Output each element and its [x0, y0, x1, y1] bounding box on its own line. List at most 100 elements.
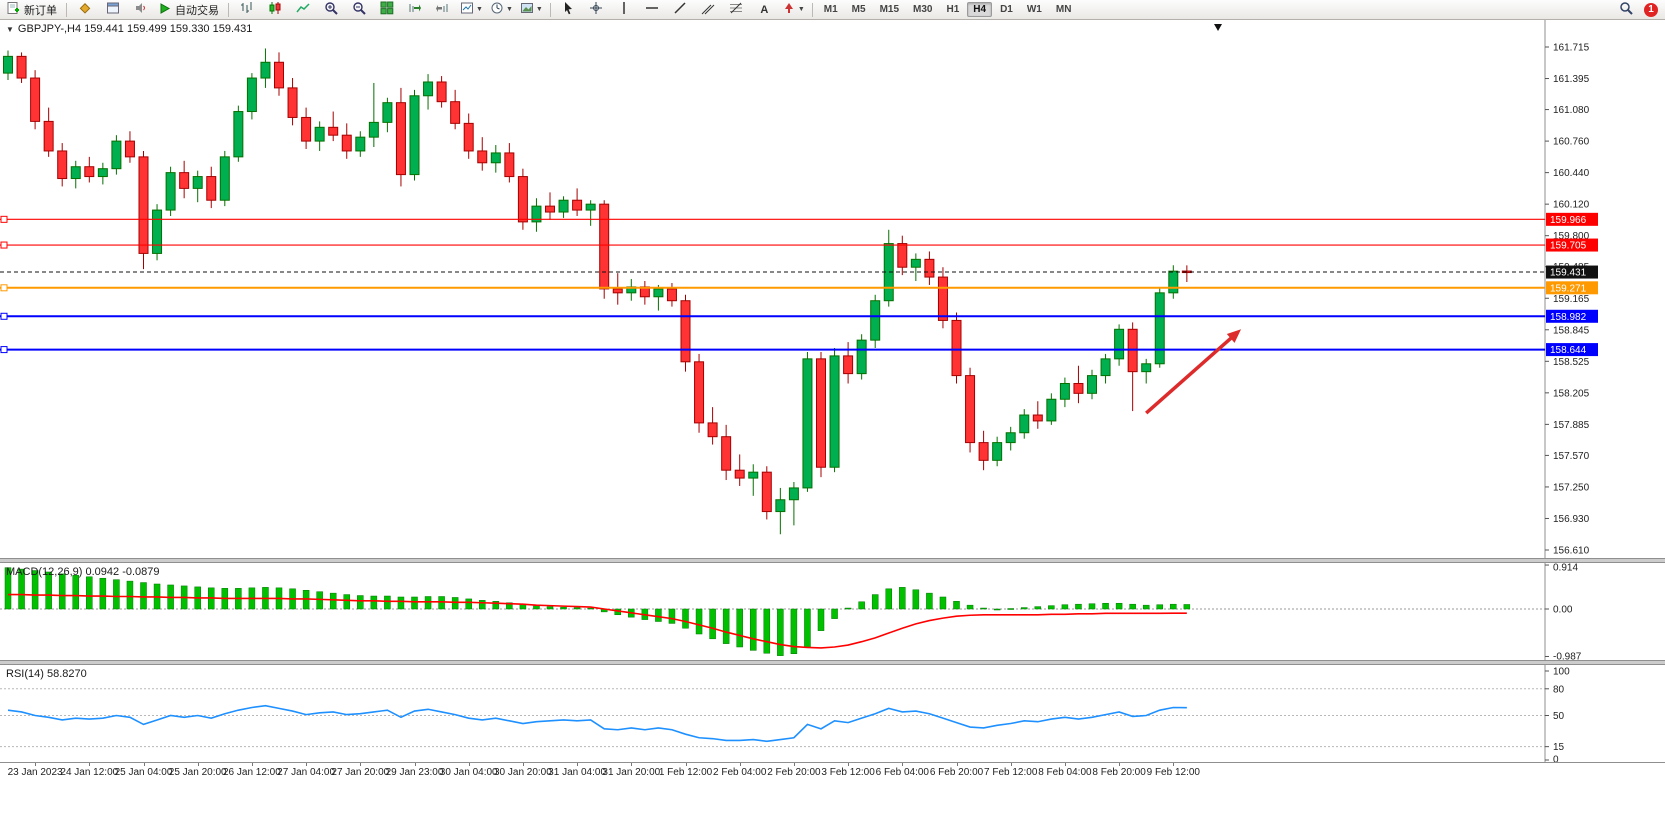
channel-tool-button[interactable]: [695, 0, 722, 19]
search-button[interactable]: [1612, 0, 1639, 19]
time-axis-label: 6 Feb 04:00: [875, 767, 929, 778]
symbol-title: ▼ GBPJPY-,H4 159.441 159.499 159.330 159.…: [6, 23, 252, 35]
macd-axis[interactable]: 0.914 0.00 -0.987: [1545, 563, 1582, 660]
time-axis-label: 2 Feb 20:00: [767, 767, 821, 778]
rsi-panel[interactable]: 100 80 50 15 0 RSI(14) 58.8270: [0, 665, 1665, 762]
line-handle[interactable]: [0, 284, 8, 292]
search-icon: [1619, 1, 1633, 18]
timeframe-h1-button[interactable]: H1: [946, 4, 960, 15]
line-handle[interactable]: [0, 346, 8, 354]
zoom-in-button[interactable]: [317, 0, 344, 19]
price-label-text: 158.982: [1550, 312, 1587, 323]
time-tick: [35, 763, 37, 766]
macd-chart[interactable]: 0.914 0.00 -0.987: [0, 563, 1665, 660]
chart-shift-button[interactable]: [429, 0, 456, 19]
alerts-button[interactable]: [127, 0, 154, 19]
time-axis-label: 29 Jan 23:00: [385, 767, 444, 778]
line-handle[interactable]: [0, 312, 8, 320]
svg-text:-0.987: -0.987: [1553, 652, 1582, 661]
collapse-chart-icon[interactable]: ▼: [6, 25, 14, 34]
price-label-text: 159.271: [1550, 283, 1587, 294]
svg-text:0.00: 0.00: [1553, 605, 1573, 616]
dropdown-caret-icon: ▼: [476, 6, 483, 13]
new-chart-button[interactable]: ▼: [457, 0, 486, 19]
timeframe-h4-button[interactable]: H4: [967, 2, 993, 17]
timeframe-d1-button[interactable]: D1: [1000, 4, 1013, 15]
line-handle[interactable]: [0, 241, 8, 249]
svg-text:158.205: 158.205: [1553, 388, 1590, 399]
time-axis-label: 31 Jan 20:00: [602, 767, 661, 778]
time-axis-label: 9 Feb 12:00: [1146, 767, 1200, 778]
notification-badge[interactable]: 1: [1644, 2, 1658, 17]
time-tick: [739, 763, 741, 766]
svg-text:160.120: 160.120: [1553, 200, 1590, 211]
vertical-line-tool-button[interactable]: [611, 0, 638, 19]
price-label-box: [1546, 265, 1598, 279]
time-axis-label: 30 Jan 04:00: [439, 767, 498, 778]
rsi-axis[interactable]: 100 80 50 15 0: [1545, 667, 1570, 763]
toolbar-separator: [549, 2, 551, 17]
time-tick: [251, 763, 253, 766]
panel-splitter[interactable]: [0, 558, 1665, 563]
cursor-tool-button[interactable]: [555, 0, 582, 19]
crosshair-tool-button[interactable]: [583, 0, 610, 19]
time-axis-label: 27 Jan 04:00: [277, 767, 336, 778]
arrows-tool-button[interactable]: ▼: [779, 0, 808, 19]
time-tick: [577, 763, 579, 766]
macd-panel[interactable]: 0.914 0.00 -0.987 MACD(12,26,9) 0.0942 -0.…: [0, 563, 1665, 660]
line-handle[interactable]: [0, 215, 8, 223]
time-axis-label: 23 Jan 2023: [7, 767, 63, 778]
auto-scroll-button[interactable]: [401, 0, 428, 19]
autotrade-button[interactable]: 自动交易: [155, 0, 224, 19]
time-axis-label: 8 Feb 04:00: [1038, 767, 1092, 778]
speaker-icon: [134, 1, 148, 18]
svg-text:157.885: 157.885: [1553, 420, 1590, 431]
timeframe-m30-button[interactable]: M30: [913, 4, 933, 15]
svg-text:0: 0: [1553, 755, 1559, 763]
trendline-icon: [673, 1, 687, 18]
tile-windows-button[interactable]: [373, 0, 400, 19]
svg-text:80: 80: [1553, 684, 1565, 695]
bar-chart-type-button[interactable]: [233, 0, 260, 19]
text-tool-button[interactable]: A: [751, 0, 778, 19]
vertical-line-icon: [617, 1, 631, 18]
svg-text:159.165: 159.165: [1553, 294, 1590, 305]
periods-button[interactable]: ▼: [487, 0, 516, 19]
templates-button[interactable]: ▼: [517, 0, 546, 19]
market-watch-button[interactable]: [71, 0, 98, 19]
candlestick-chart[interactable]: 161.715 161.395 161.080 160.760 160.440 160.1…: [0, 20, 1665, 558]
candle-chart-type-button[interactable]: [261, 0, 288, 19]
time-axis-label: 3 Feb 12:00: [821, 767, 875, 778]
line-chart-type-button[interactable]: [289, 0, 316, 19]
time-axis-label: 30 Jan 20:00: [493, 767, 552, 778]
timeframe-mn-button[interactable]: MN: [1055, 4, 1072, 15]
price-label-text: 159.705: [1550, 241, 1587, 252]
timeframe-m15-button[interactable]: M15: [879, 4, 900, 15]
trendline-tool-button[interactable]: [667, 0, 694, 19]
chart-top-marker-icon[interactable]: [1214, 24, 1223, 31]
panel-splitter[interactable]: [0, 660, 1665, 665]
channel-icon: [701, 1, 715, 18]
toolbar-separator: [228, 2, 229, 17]
horizontal-line-tool-button[interactable]: [639, 0, 666, 19]
timeframe-w1-button[interactable]: W1: [1026, 4, 1042, 15]
svg-text:0.914: 0.914: [1553, 563, 1578, 574]
rsi-value: 58.8270: [46, 668, 87, 680]
time-axis-label: 2 Feb 04:00: [713, 767, 767, 778]
fibonacci-tool-button[interactable]: [723, 0, 750, 19]
timeframe-m5-button[interactable]: M5: [851, 4, 866, 15]
time-tick: [793, 763, 795, 766]
time-tick: [1173, 763, 1175, 766]
price-axis[interactable]: 161.715 161.395 161.080 160.760 160.440 160.1…: [1545, 43, 1590, 557]
new-order-button[interactable]: 新订单: [3, 0, 62, 19]
rsi-chart[interactable]: 100 80 50 15 0: [0, 665, 1665, 762]
time-tick: [902, 763, 904, 766]
timeframe-m1-button[interactable]: M1: [823, 4, 838, 15]
zoom-out-button[interactable]: [345, 0, 372, 19]
trend-arrow[interactable]: [1145, 333, 1237, 415]
time-axis[interactable]: 23 Jan 2023 24 Jan 12:00 25 Jan 04:00 25 Ja…: [0, 762, 1665, 782]
svg-text:160.440: 160.440: [1553, 168, 1590, 179]
window-list-button[interactable]: [99, 0, 126, 19]
horizontal-line-icon: [645, 1, 659, 18]
main-chart-panel[interactable]: 161.715 161.395 161.080 160.760 160.440 160.1…: [0, 20, 1665, 558]
